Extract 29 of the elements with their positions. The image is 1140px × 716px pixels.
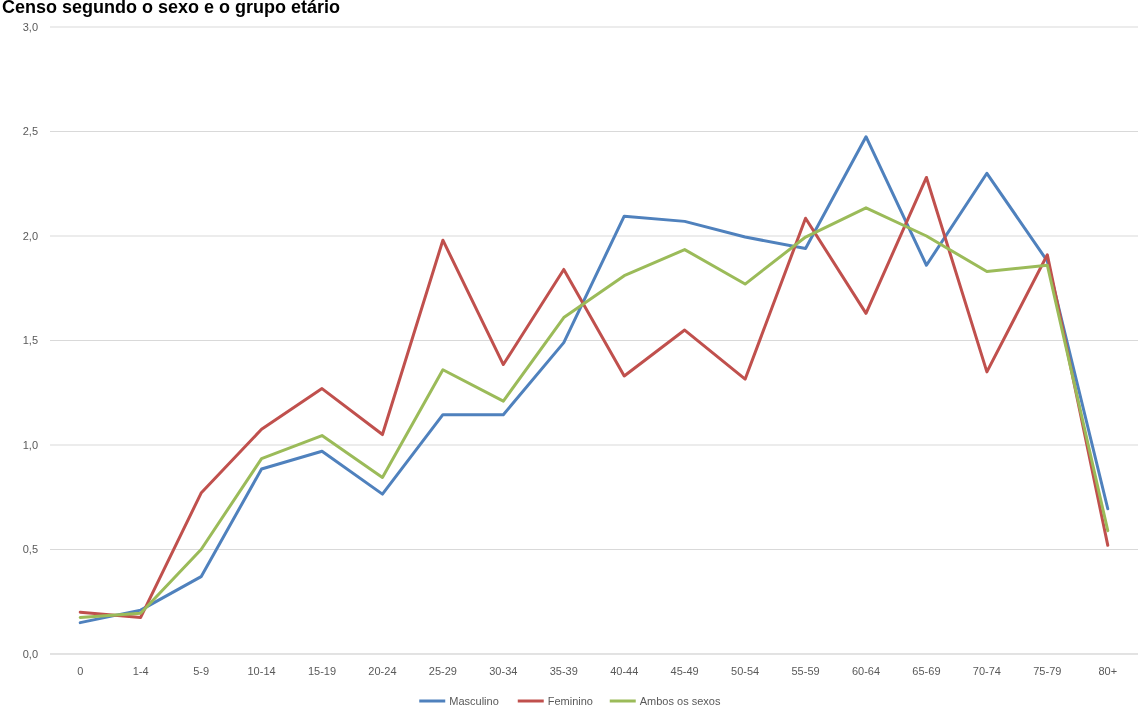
y-tick-label: 3,0 (22, 20, 38, 33)
legend-label: Ambos os sexos (639, 694, 721, 707)
x-tick-label: 0 (77, 665, 84, 677)
x-tick-label: 35-39 (549, 665, 578, 677)
x-tick-label: 1-4 (132, 665, 149, 677)
x-tick-label: 10-14 (247, 665, 276, 677)
x-tick-label: 45-49 (670, 665, 699, 677)
x-tick-label: 50-54 (731, 665, 760, 677)
chart-title: Censo segundo o sexo e o grupo etário (2, 0, 341, 17)
x-tick-label: 80+ (1098, 665, 1118, 677)
x-tick-label: 25-29 (428, 665, 457, 677)
x-tick-label: 15-19 (307, 665, 337, 677)
y-tick-label: 0,5 (22, 543, 38, 556)
y-tick-label: 1,5 (22, 334, 38, 347)
x-tick-label: 40-44 (610, 665, 639, 677)
y-tick-label: 2,5 (22, 125, 38, 138)
x-tick-label: 55-59 (791, 665, 820, 677)
x-tick-label: 60-64 (851, 665, 881, 677)
y-tick-label: 1,0 (22, 438, 38, 451)
x-tick-label: 65-69 (912, 665, 941, 677)
x-tick-label: 5-9 (193, 665, 210, 677)
x-tick-label: 75-79 (1033, 665, 1062, 677)
legend-label: Feminino (547, 694, 593, 707)
x-tick-label: 20-24 (368, 665, 397, 677)
x-tick-label: 30-34 (489, 665, 518, 677)
y-tick-label: 2,0 (22, 229, 38, 242)
y-tick-label: 0,0 (22, 647, 38, 660)
legend-label: Masculino (449, 694, 499, 707)
x-tick-label: 70-74 (972, 665, 1001, 677)
